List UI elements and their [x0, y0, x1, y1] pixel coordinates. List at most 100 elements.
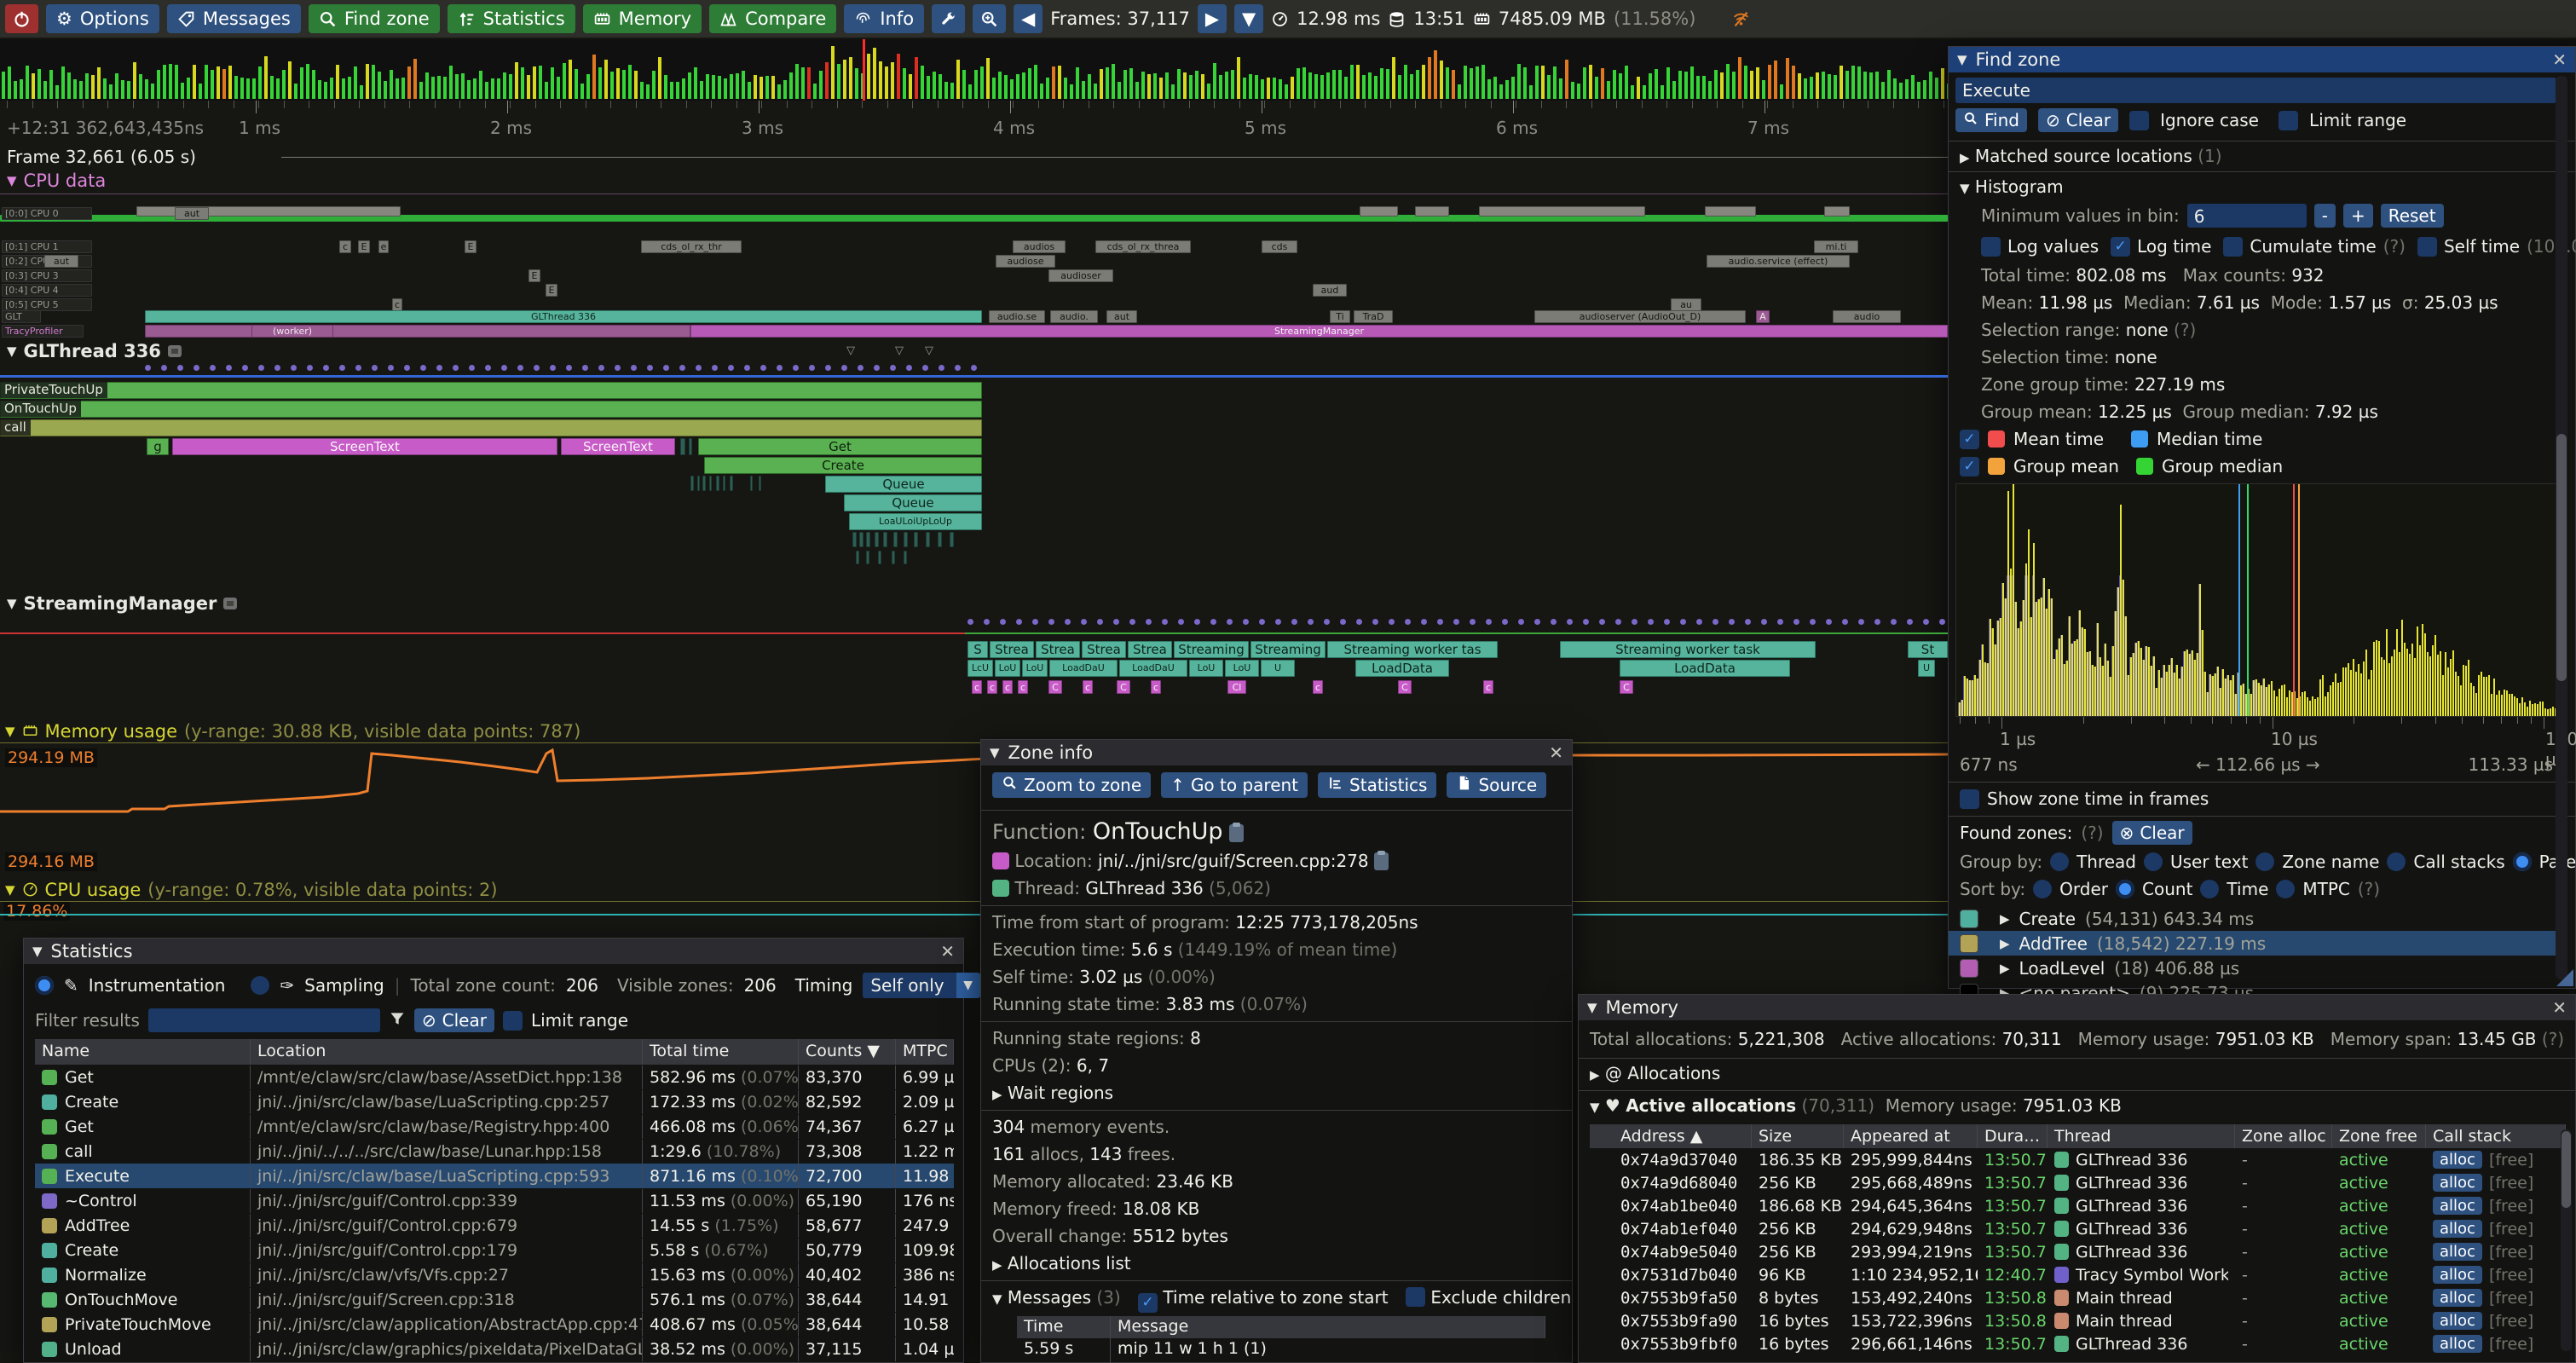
column-header-zone-free[interactable]: Zone free — [2332, 1124, 2426, 1148]
zone-c[interactable]: C — [1620, 680, 1633, 694]
zone-bar[interactable] — [716, 476, 719, 491]
zone-bar[interactable] — [914, 532, 918, 547]
found-zone-row[interactable]: ▶ Create (54,131) 643.34 ms — [1949, 906, 2562, 931]
instrumentation-radio[interactable] — [35, 976, 54, 995]
cpu-zone--0-1-cpu-1[interactable]: [0:1] CPU 1 — [2, 240, 92, 253]
cpu-zone-audios[interactable]: audios — [1013, 240, 1066, 253]
tools-button[interactable] — [932, 4, 966, 33]
statistics-row[interactable]: Create jni/../jni/src/guif/Control.cpp:17… — [35, 1238, 954, 1262]
column-header-size[interactable]: Size — [1752, 1124, 1844, 1148]
zone-bar[interactable] — [856, 551, 859, 564]
zone-bar[interactable] — [875, 532, 879, 547]
column-header-thread[interactable]: Thread — [2048, 1124, 2235, 1148]
cpu-zone-e[interactable]: E — [358, 240, 370, 253]
statistics-button[interactable]: Statistics — [447, 4, 575, 33]
min-bin-decrease-button[interactable]: - — [2313, 204, 2336, 228]
shutdown-button[interactable] — [5, 4, 38, 33]
filter-input[interactable] — [147, 1008, 380, 1032]
cpu-zone-audioser[interactable]: audioser — [1048, 269, 1113, 282]
cpu-zone--0-5-cpu-5[interactable]: [0:5] CPU 5 — [2, 298, 92, 311]
group-lines-checkbox[interactable] — [1960, 456, 1979, 476]
zone-bar[interactable] — [883, 532, 887, 547]
cpu-zone-audioserver-audioout-d-[interactable]: audioserver (AudioOut_D) — [1534, 310, 1746, 323]
matched-locations-expander[interactable]: ▶ Matched source locations (1) — [1960, 146, 2222, 166]
zone-lou[interactable]: LoU — [1225, 660, 1259, 677]
cpu-usage-graph-header[interactable]: ▼ CPU usage (y-range: 0.78%, visible data… — [0, 880, 1948, 902]
zone-lou[interactable]: LoU — [995, 660, 1020, 677]
zone-bar[interactable] — [0, 401, 982, 418]
memory-usage-graph-header[interactable]: ▼ Memory usage (y-range: 30.88 KB, visibl… — [0, 721, 1948, 743]
zone-loauloiuploup[interactable]: LoaULoiUpLoUp — [849, 513, 982, 530]
zone-bar[interactable] — [852, 532, 857, 547]
zone-s[interactable]: S — [967, 641, 988, 658]
zone-bar[interactable] — [926, 532, 930, 547]
find-zone-titlebar[interactable]: ▼ Find zone ✕ — [1949, 47, 2575, 72]
frame-popup-button[interactable]: ▼ — [1234, 4, 1264, 33]
sort-by-radio-order[interactable] — [2033, 880, 2053, 898]
cpu-zone-glthread-336[interactable]: GLThread 336 — [145, 310, 982, 323]
cpu-zone-ti[interactable]: Ti — [1330, 310, 1350, 323]
source-button[interactable]: Source — [1447, 772, 1547, 798]
clear-button[interactable]: ⊘ Clear — [2037, 108, 2119, 132]
zone-c[interactable]: c — [987, 680, 997, 694]
zone-strea[interactable]: Strea — [1082, 641, 1126, 658]
zone-cl[interactable]: Cl — [1227, 680, 1246, 694]
alloc-callstack-button[interactable]: alloc — [2433, 1174, 2482, 1192]
allocations-expander[interactable]: ▶ @ Allocations — [1590, 1063, 1721, 1083]
copy-icon[interactable] — [1229, 823, 1245, 842]
zone-c[interactable]: c — [1018, 680, 1028, 694]
zone-statistics-button[interactable]: Statistics — [1318, 772, 1437, 798]
zone-get[interactable]: Get — [698, 438, 982, 455]
thread-pin-icon[interactable] — [167, 345, 182, 357]
zone-c[interactable]: c — [1151, 680, 1161, 694]
cpu-zone-aut[interactable]: aut — [175, 207, 209, 220]
column-header-location[interactable]: Location — [251, 1039, 643, 1065]
zone-bar[interactable] — [0, 382, 982, 399]
self-time-checkbox[interactable] — [2417, 236, 2437, 257]
zone-bar[interactable] — [723, 476, 725, 491]
resize-grip[interactable] — [2556, 969, 2573, 986]
alloc-callstack-button[interactable]: alloc — [2433, 1312, 2482, 1330]
cpu-zone-tracyprofiler[interactable]: TracyProfiler — [2, 325, 84, 338]
time-axis[interactable]: +12:31 362,643,435ns 1 ms 2 ms 3 ms 4 ms 5 m… — [0, 101, 2576, 145]
cpu-zone-cds-ol-rx-thr[interactable]: cds_ol_rx_thr — [641, 240, 742, 253]
find-zone-query-input[interactable]: Execute — [1955, 78, 2556, 103]
group-by-radio-parent[interactable] — [2512, 852, 2532, 871]
filter-funnel-icon[interactable] — [389, 1010, 406, 1031]
zone-streaming[interactable]: Streaming — [1250, 641, 1326, 658]
zoom-search-button[interactable] — [973, 4, 1007, 33]
find-zone-histogram[interactable] — [1955, 483, 2560, 717]
cpu-zone-aud[interactable]: aud — [1313, 284, 1347, 297]
zone-c[interactable]: C — [1117, 680, 1130, 694]
group-by-radio-call-stacks[interactable] — [2387, 852, 2406, 871]
zone-st[interactable]: St — [1908, 641, 1948, 658]
zone-loaddau[interactable]: LoadDaU — [1119, 660, 1187, 677]
ignore-case-checkbox[interactable] — [2129, 110, 2150, 130]
group-by-radio-user-text[interactable] — [2144, 852, 2163, 871]
zone-c[interactable]: c — [1002, 680, 1013, 694]
next-frame-button[interactable]: ▶ — [1197, 4, 1227, 33]
zone-streaming worker tas[interactable]: Streaming worker tas — [1327, 641, 1498, 658]
sort-by-radio-count[interactable] — [2116, 880, 2135, 898]
column-header-dura-[interactable]: Dura… — [1978, 1124, 2048, 1148]
statistics-row[interactable]: Get/mnt/e/claw/src/claw/base/Registry.hp… — [35, 1114, 954, 1139]
expand-icon[interactable]: ▶ — [2000, 960, 2010, 976]
wait-regions-expander[interactable]: ▶ Wait regions — [992, 1083, 1114, 1103]
zone-strea[interactable]: Strea — [1036, 641, 1080, 658]
messages-button[interactable]: Messages — [166, 4, 301, 33]
close-icon[interactable]: ✕ — [940, 941, 955, 962]
cpu-zone-streamingmanager[interactable]: StreamingManager — [690, 325, 1948, 338]
column-header-name[interactable]: Name — [35, 1039, 251, 1065]
zone-bar[interactable] — [0, 419, 982, 436]
statistics-row[interactable]: OnTouchMove jni/../jni/src/guif/Screen.cp… — [35, 1287, 954, 1312]
find-zone-button[interactable]: Find zone — [308, 4, 440, 33]
zone-bar[interactable] — [697, 476, 700, 491]
close-icon[interactable]: ✕ — [2552, 49, 2567, 70]
zone-c[interactable]: c — [1313, 680, 1323, 694]
statistics-row[interactable]: PrivateTouchMove jni/../jni/src/claw/appl… — [35, 1312, 954, 1337]
cpu-zone-audio-[interactable]: audio. — [1050, 310, 1098, 323]
zone-create[interactable]: Create — [704, 457, 982, 474]
zone-bar[interactable] — [938, 532, 942, 547]
zone-bar[interactable] — [904, 532, 908, 547]
options-button[interactable]: ⚙ Options — [46, 4, 159, 33]
